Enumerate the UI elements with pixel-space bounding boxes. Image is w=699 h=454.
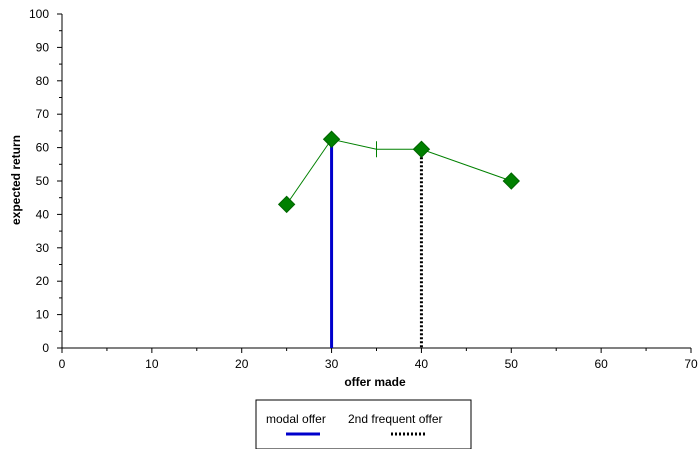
x-tick-label: 30 (325, 357, 339, 371)
data-point-marker (277, 195, 296, 214)
x-tick-label: 60 (594, 357, 608, 371)
y-tick-label: 50 (36, 174, 50, 188)
legend-label-modal-offer: modal offer (266, 412, 326, 426)
legend-label-2nd-frequent-offer: 2nd frequent offer (348, 412, 443, 426)
y-axis-title: expected return (9, 135, 23, 225)
y-tick-label: 80 (36, 74, 50, 88)
x-tick-label: 0 (59, 357, 66, 371)
y-tick-label: 60 (36, 141, 50, 155)
x-tick-label: 50 (505, 357, 519, 371)
y-tick-label: 90 (36, 40, 50, 54)
axes: 0 10 20 30 40 50 60 70 80 90 100 0 10 20 30 40 50 60 70 (29, 7, 698, 371)
legend: modal offer 2nd frequent offer (255, 399, 472, 450)
x-axis-title: offer made (344, 375, 406, 389)
data-point-marker (502, 172, 520, 190)
y-tick-label: 0 (42, 341, 49, 355)
reference-lines (330, 139, 423, 348)
y-tick-label: 10 (36, 308, 50, 322)
x-tick-label: 10 (145, 357, 159, 371)
data-point-marker (322, 130, 341, 148)
y-tick-label: 40 (36, 207, 50, 221)
series-line (286, 138, 512, 205)
x-tick-label: 20 (235, 357, 249, 371)
data-point-marker (412, 140, 431, 158)
x-tick-label: 40 (415, 357, 429, 371)
y-tick-label: 70 (36, 107, 50, 121)
x-tick-label: 70 (684, 357, 698, 371)
y-tick-label: 30 (36, 241, 50, 255)
y-tick-label: 100 (29, 7, 49, 21)
y-tick-label: 20 (36, 274, 50, 288)
data-series (277, 130, 520, 214)
